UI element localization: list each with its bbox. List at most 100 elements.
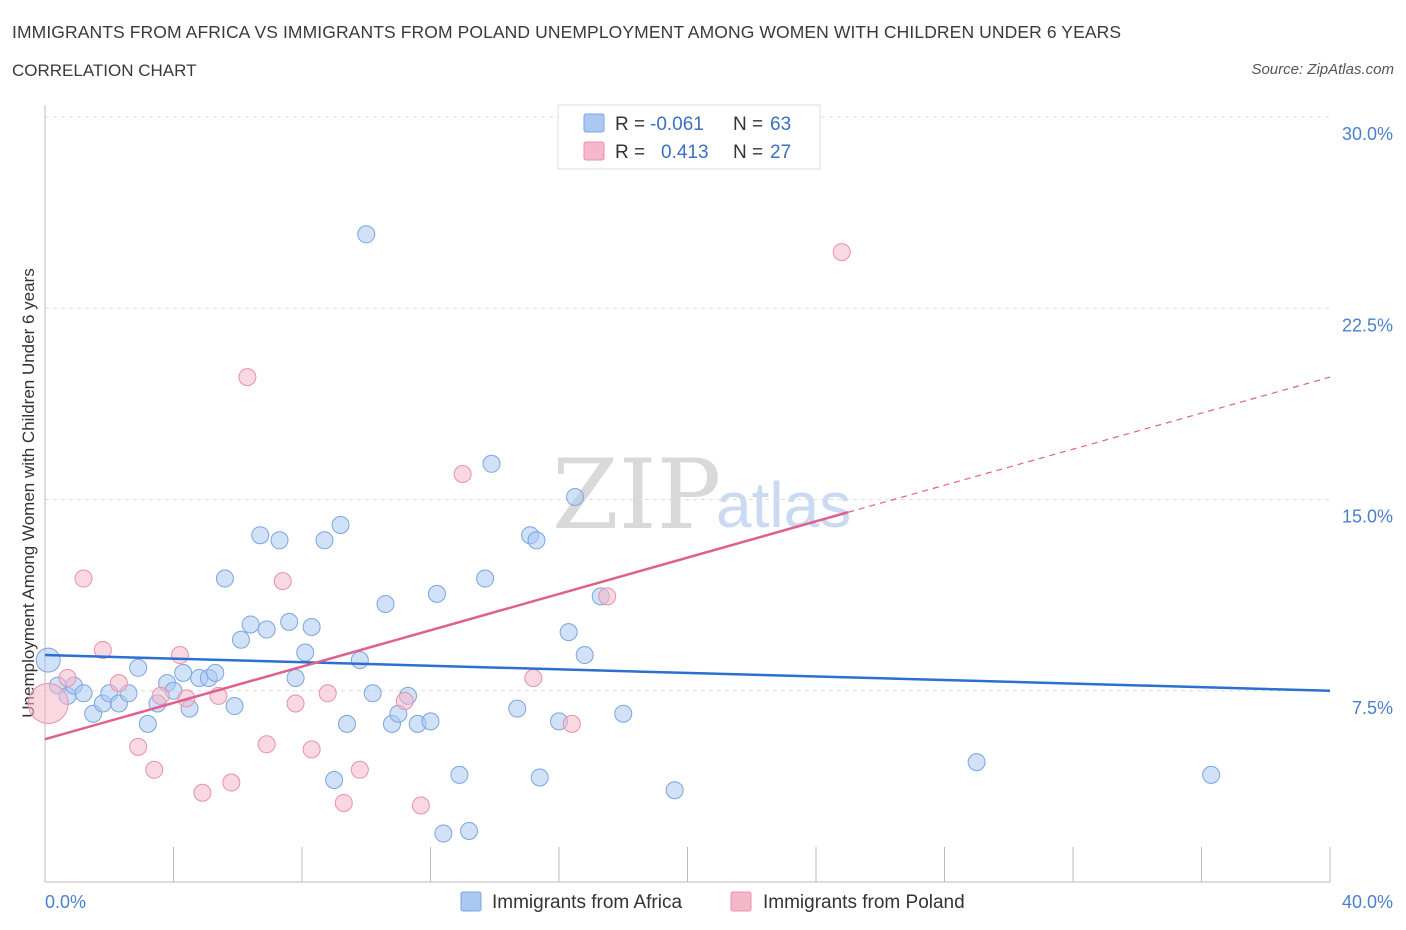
africa-point xyxy=(206,663,225,682)
legend-n-label-africa: N = xyxy=(733,114,763,135)
africa-point xyxy=(257,620,276,639)
legend-swatch-poland xyxy=(583,141,605,161)
bottom-legend-swatch-africa xyxy=(460,891,482,912)
legend-n-label-poland: N = xyxy=(733,142,763,163)
africa-point xyxy=(508,699,527,718)
poland-point xyxy=(273,572,292,591)
africa-point xyxy=(331,516,350,534)
y-tick-label: 30.0% xyxy=(1342,124,1393,144)
legend-n-value-poland: 27 xyxy=(770,142,791,163)
legend-n-value-africa: 63 xyxy=(770,114,791,135)
poland-trend-extension xyxy=(847,376,1331,513)
poland-point xyxy=(302,740,321,759)
chart-subtitle: CORRELATION CHART xyxy=(12,61,197,80)
poland-point xyxy=(453,465,472,483)
africa-point xyxy=(363,684,382,703)
y-tick-labels: 7.5% 15.0% 22.5% 30.0% xyxy=(1342,124,1393,718)
africa-point xyxy=(270,531,289,550)
africa-point xyxy=(350,651,369,670)
africa-point xyxy=(1202,765,1221,784)
watermark-atlas: atlas xyxy=(716,469,851,541)
poland-point xyxy=(109,674,128,693)
africa-point xyxy=(286,669,305,687)
africa-point xyxy=(225,697,244,716)
africa-point xyxy=(357,225,376,244)
africa-point xyxy=(967,753,986,772)
africa-point xyxy=(231,630,250,649)
bottom-legend-swatch-poland xyxy=(730,891,752,912)
poland-point xyxy=(562,714,581,733)
africa-point xyxy=(427,584,446,603)
x-tick-label-max: 40.0% xyxy=(1342,892,1393,912)
africa-point xyxy=(315,531,334,550)
africa-point xyxy=(337,714,356,733)
poland-point xyxy=(524,669,543,687)
bottom-legend: Immigrants from Africa Immigrants from P… xyxy=(460,891,965,913)
poland-point xyxy=(58,669,77,687)
africa-point xyxy=(434,824,453,843)
poland-point xyxy=(170,646,189,665)
africa-point xyxy=(460,822,479,840)
africa-point xyxy=(325,771,344,789)
africa-point xyxy=(129,658,148,677)
legend: R = -0.061 N = 63 R = 0.413 N = 27 xyxy=(557,104,821,170)
poland-point xyxy=(257,735,276,754)
legend-r-value-africa: -0.061 xyxy=(650,114,704,135)
poland-trend-line xyxy=(44,511,849,741)
poland-point xyxy=(93,640,112,659)
africa-point xyxy=(280,612,299,631)
africa-trend-line xyxy=(44,653,1331,692)
poland-point xyxy=(318,684,337,703)
bottom-legend-label-africa: Immigrants from Africa xyxy=(492,892,682,913)
grid-lines xyxy=(45,116,1330,692)
africa-point xyxy=(450,765,469,784)
bottom-legend-label-poland: Immigrants from Poland xyxy=(763,892,965,913)
africa-point xyxy=(527,531,546,550)
poland-point xyxy=(193,783,212,802)
africa-point xyxy=(614,704,633,723)
africa-point xyxy=(296,643,315,662)
africa-point xyxy=(530,768,549,787)
africa-point xyxy=(35,647,61,673)
poland-point xyxy=(286,694,305,713)
y-tick-label: 15.0% xyxy=(1342,507,1393,527)
poland-point xyxy=(222,773,241,792)
poland-point xyxy=(238,368,257,387)
poland-point xyxy=(395,691,414,710)
poland-point xyxy=(27,683,69,724)
x-tick-label-min: 0.0% xyxy=(45,892,86,912)
africa-point xyxy=(174,663,193,682)
poland-point xyxy=(74,569,93,588)
africa-point xyxy=(241,615,260,634)
africa-point xyxy=(251,526,270,545)
africa-point xyxy=(566,487,585,506)
poland-point xyxy=(129,737,148,756)
legend-r-value-poland: 0.413 xyxy=(661,142,709,163)
africa-point xyxy=(215,569,234,588)
africa-point xyxy=(138,714,157,733)
africa-point xyxy=(421,712,440,731)
poland-point xyxy=(832,243,851,262)
y-axis-label: Unemployment Among Women with Children U… xyxy=(19,268,38,717)
chart-title: IMMIGRANTS FROM AFRICA VS IMMIGRANTS FRO… xyxy=(12,22,1122,42)
poland-point xyxy=(350,760,369,779)
africa-point xyxy=(559,623,578,642)
poland-point xyxy=(151,686,170,705)
trend-lines xyxy=(44,376,1331,741)
africa-point xyxy=(665,781,684,800)
legend-r-label-africa: R = xyxy=(615,114,645,135)
y-tick-label: 7.5% xyxy=(1352,698,1393,718)
africa-point xyxy=(476,569,495,588)
africa-point xyxy=(575,646,594,665)
legend-swatch-africa xyxy=(583,113,605,133)
x-tick-marks xyxy=(44,847,1331,882)
source-label: Source: ZipAtlas.com xyxy=(1251,61,1394,78)
africa-point xyxy=(376,595,395,614)
poland-point xyxy=(598,587,617,606)
poland-point xyxy=(411,796,430,815)
y-tick-label: 22.5% xyxy=(1342,315,1393,335)
poland-point xyxy=(145,760,164,779)
poland-point xyxy=(334,793,353,812)
africa-point xyxy=(74,684,93,703)
